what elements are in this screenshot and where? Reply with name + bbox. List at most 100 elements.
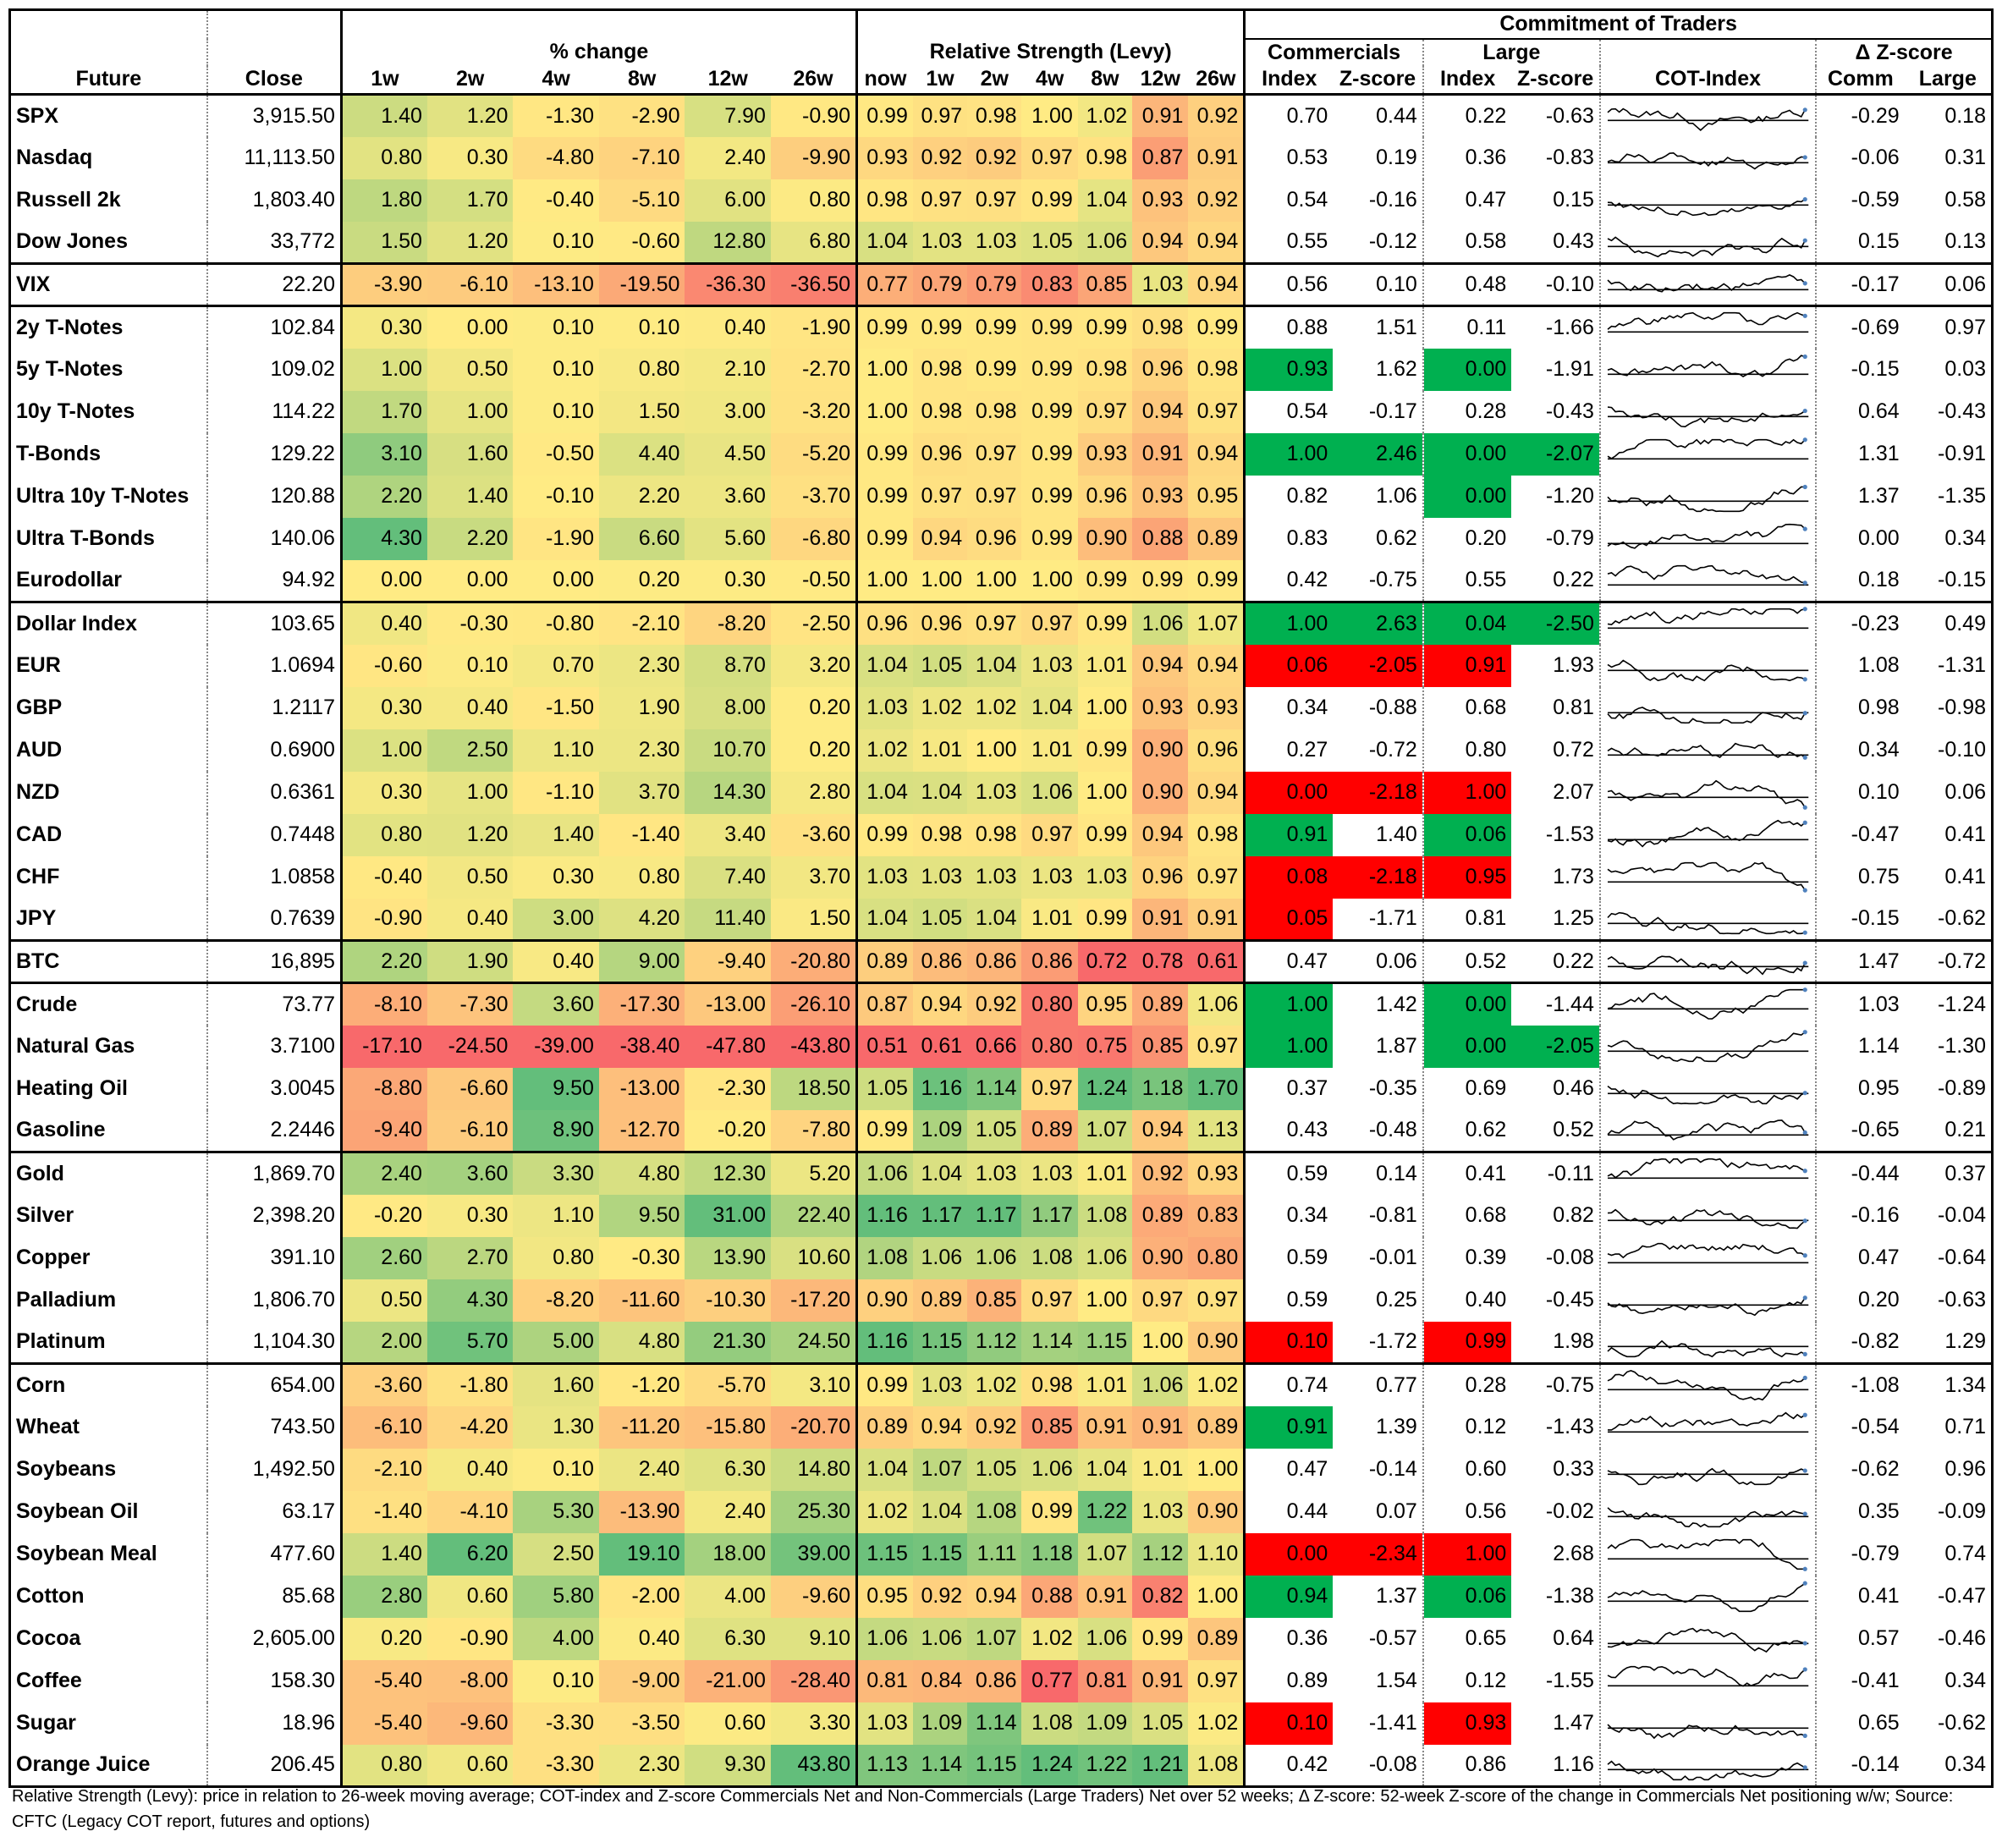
sparkline-line — [1607, 1158, 1806, 1179]
rel-strength-1w: 1.03 — [912, 855, 968, 899]
large-zscore: -1.43 — [1545, 1415, 1594, 1438]
cot-index-sparkline — [1607, 1370, 1809, 1401]
table-row: AUD 0.6900 1.00 2.50 1.10 2.30 10.70 0.20 1.02 1.… — [8, 729, 1994, 772]
row-name: Dollar Index — [8, 601, 207, 645]
cot-index-cell — [1598, 559, 1817, 602]
rel-strength-12w: 0.90 — [1132, 771, 1189, 814]
dz-large: 0.58 — [1904, 179, 1994, 222]
pct-change-2w: 1.70 — [426, 179, 514, 222]
sparkline-last-point — [1802, 1566, 1807, 1571]
sparkline-line — [1607, 742, 1806, 758]
large-zscore: 1.16 — [1511, 1744, 1600, 1788]
pct-change-2w: -8.00 — [426, 1659, 514, 1702]
header-large-zscore: Z-score — [1511, 65, 1600, 96]
large-zscore: -0.11 — [1511, 1151, 1600, 1195]
rel-strength-2w: 0.66 — [967, 1025, 1022, 1068]
pct-change-4w: -1.30 — [513, 94, 599, 137]
sparkline-line — [1607, 405, 1806, 427]
sparkline-last-point — [1802, 1090, 1807, 1095]
dz-large: 0.13 — [1904, 221, 1994, 264]
rel-strength-8w: 0.99 — [1077, 559, 1133, 602]
rel-strength-4w: 1.08 — [1021, 1702, 1078, 1745]
rel-strength-2w: 0.97 — [967, 432, 1022, 476]
table-row: Soybean Oil 63.17 -1.40 -4.10 5.30 -13.90 2.40… — [8, 1490, 1994, 1533]
large-index: 0.86 — [1422, 1744, 1512, 1788]
pct-change-8w: 9.50 — [598, 1194, 685, 1237]
pct-change-1w: 2.00 — [339, 1321, 427, 1364]
rel-strength-8w: 0.99 — [1077, 813, 1133, 856]
dz-comm: -0.69 — [1815, 305, 1905, 349]
pct-change-12w: -10.30 — [685, 1279, 771, 1322]
rel-strength-2w: 1.05 — [967, 1109, 1022, 1152]
large-zscore: 0.15 — [1553, 188, 1594, 212]
pct-change-26w: 0.20 — [770, 729, 857, 772]
cot-dashboard: Commitment of Traders % change Relative … — [8, 8, 1994, 1788]
comm-zscore: 2.46 — [1333, 432, 1423, 476]
cot-index-sparkline — [1607, 607, 1809, 630]
dz-comm: 0.57 — [1815, 1617, 1905, 1660]
table-row: T-Bonds 129.22 3.10 1.60 -0.50 4.40 4.50 -5.20 0… — [8, 432, 1994, 476]
dz-comm: 1.08 — [1815, 644, 1905, 687]
sparkline-line — [1607, 236, 1806, 257]
pct-change-12w: -0.20 — [685, 1109, 771, 1152]
rel-strength-8w: 0.72 — [1077, 939, 1133, 983]
large-zscore: 1.98 — [1553, 1329, 1594, 1354]
rel-strength-1w: 0.97 — [912, 179, 968, 222]
pct-change-26w: -1.90 — [770, 305, 857, 349]
rel-strength-now: 1.13 — [855, 1744, 913, 1788]
rel-strength-8w: 0.81 — [1077, 1659, 1133, 1702]
rel-strength-4w: 0.97 — [1021, 1279, 1078, 1322]
pct-change-1w: 0.40 — [339, 601, 427, 645]
sparkline-last-point — [1802, 1295, 1807, 1300]
pct-change-12w: -21.00 — [685, 1659, 771, 1702]
row-name: Orange Juice — [8, 1744, 207, 1788]
large-index: 0.68 — [1422, 1194, 1512, 1237]
comm-zscore: -2.05 — [1333, 644, 1423, 687]
dz-comm: 1.47 — [1815, 939, 1905, 983]
large-zscore: -2.05 — [1511, 1025, 1600, 1068]
pct-change-26w: -6.80 — [770, 517, 857, 560]
row-name: Eurodollar — [8, 559, 207, 602]
header-blank — [1598, 38, 1817, 66]
cot-index-cell — [1598, 94, 1817, 137]
large-zscore: -2.50 — [1511, 601, 1600, 645]
row-name: VIX — [8, 262, 207, 306]
rel-strength-12w: 0.78 — [1132, 939, 1189, 983]
cot-index-cell — [1598, 1405, 1817, 1449]
rel-strength-4w: 0.99 — [1021, 390, 1078, 433]
pct-change-1w: 0.80 — [339, 136, 427, 179]
rel-strength-8w: 0.98 — [1077, 136, 1133, 179]
pct-change-4w: 8.90 — [513, 1109, 599, 1152]
large-zscore: -1.44 — [1511, 982, 1600, 1026]
large-zscore: -0.83 — [1545, 146, 1594, 169]
table-row: Crude 73.77 -8.10 -7.30 3.60 -17.30 -13.00 -26.… — [8, 982, 1994, 1026]
rel-strength-4w: 0.77 — [1021, 1659, 1078, 1702]
comm-zscore: 1.40 — [1376, 822, 1417, 846]
large-zscore: -0.79 — [1545, 526, 1594, 550]
pct-change-26w: 3.30 — [770, 1702, 857, 1745]
pct-change-26w: -36.50 — [770, 262, 857, 306]
row-name: Corn — [8, 1362, 207, 1406]
dz-large: -0.62 — [1904, 898, 1994, 941]
close-value: 1.0858 — [206, 855, 342, 899]
table-row: Dollar Index 103.65 0.40 -0.30 -0.80 -2.10 -8.… — [8, 601, 1994, 645]
pct-change-2w: -0.90 — [426, 1617, 514, 1660]
pct-change-8w: -17.30 — [598, 982, 685, 1026]
dz-large: 0.34 — [1904, 1744, 1994, 1788]
sparkline-last-point — [1802, 930, 1807, 935]
table-row: CAD 0.7448 0.80 1.20 1.40 -1.40 3.40 -3.60 0.99 0… — [8, 813, 1994, 856]
pct-change-26w: 24.50 — [770, 1321, 857, 1364]
rel-strength-26w: 1.70 — [1188, 1067, 1245, 1110]
sparkline-last-point — [1802, 1218, 1807, 1223]
rel-strength-1w: 0.92 — [912, 1575, 968, 1618]
rel-strength-4w: 0.88 — [1021, 1575, 1078, 1618]
dz-comm: -0.15 — [1815, 898, 1905, 941]
pct-change-2w: -7.30 — [426, 982, 514, 1026]
rel-strength-26w: 0.98 — [1188, 348, 1245, 391]
table-row: 5y T-Notes 109.02 1.00 0.50 0.10 0.80 2.10 -2.7… — [8, 348, 1994, 391]
pct-change-26w: -28.40 — [770, 1659, 857, 1702]
rel-strength-4w: 0.80 — [1021, 1025, 1078, 1068]
dz-comm: 1.14 — [1815, 1025, 1905, 1068]
row-name: Cocoa — [8, 1617, 207, 1660]
pct-change-12w: -2.30 — [685, 1067, 771, 1110]
